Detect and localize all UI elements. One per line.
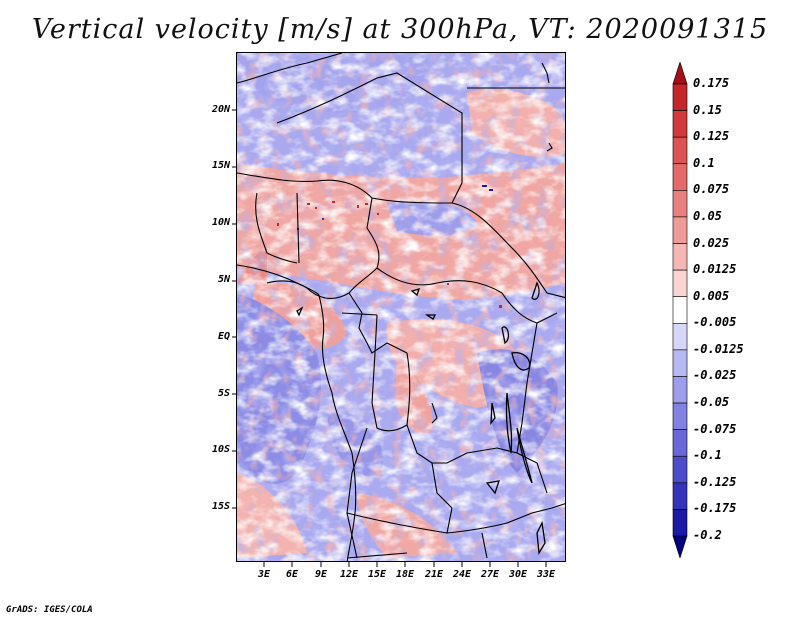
colorbar-segment bbox=[672, 349, 688, 377]
lat-label: 15S bbox=[211, 501, 230, 512]
lat-label: 5S bbox=[217, 388, 230, 399]
colorbar-label: -0.2 bbox=[693, 528, 722, 542]
lon-label: 3E bbox=[257, 569, 271, 580]
colorbar-label: -0.005 bbox=[693, 315, 737, 330]
lon-label: 21E bbox=[424, 569, 444, 580]
colorbar-label: -0.1 bbox=[693, 448, 722, 463]
convective-cells bbox=[277, 185, 502, 308]
lon-ticks bbox=[263, 562, 547, 567]
colorbar-label: -0.05 bbox=[693, 395, 730, 410]
lat-label: 5N bbox=[217, 274, 230, 285]
lon-label: 12E bbox=[339, 569, 359, 580]
colorbar-label: 0.05 bbox=[693, 208, 722, 223]
lon-label: 9E bbox=[314, 569, 328, 580]
colorbar-label: 0.125 bbox=[693, 129, 730, 144]
colorbar-segment bbox=[672, 482, 688, 510]
great-lakes bbox=[296, 281, 546, 556]
lat-label: 15N bbox=[211, 160, 230, 171]
lat-ticks bbox=[232, 109, 237, 509]
colorbar-label: 0.1 bbox=[693, 155, 715, 170]
colorbar-label: -0.125 bbox=[693, 474, 737, 489]
colorbar-label: -0.175 bbox=[693, 501, 737, 516]
colorbar-segment bbox=[672, 216, 688, 244]
field-texture-white bbox=[237, 53, 565, 561]
colorbar-top-arrow bbox=[672, 62, 688, 85]
colorbar-label: -0.025 bbox=[693, 368, 737, 383]
colorbar-label: 0.175 bbox=[693, 76, 730, 90]
lon-label: 30E bbox=[508, 569, 528, 580]
chart-title: Vertical velocity [m/s] at 300hPa, VT: 2… bbox=[31, 14, 769, 45]
lat-label: 20N bbox=[211, 104, 230, 115]
colorbar-label: 0.0125 bbox=[693, 262, 737, 277]
lon-label: 18E bbox=[395, 569, 415, 580]
lon-label: 27E bbox=[480, 569, 500, 580]
colorbar-segment bbox=[672, 455, 688, 484]
colorbar-segment bbox=[672, 190, 688, 218]
colorbar-segment bbox=[672, 296, 688, 324]
colorbar-segment bbox=[672, 376, 688, 404]
colorbar-segment bbox=[672, 509, 688, 537]
colorbar-bottom-arrow bbox=[672, 535, 688, 558]
lat-label: EQ bbox=[217, 331, 230, 342]
colorbar-label: 0.075 bbox=[693, 182, 730, 197]
vertical-velocity-map bbox=[236, 52, 566, 562]
colorbar-segment bbox=[672, 429, 688, 457]
grads-credit: GrADS: IGES/COLA bbox=[6, 605, 93, 615]
lat-label: 10S bbox=[211, 444, 230, 455]
colorbar-label: 0.005 bbox=[693, 288, 730, 303]
lat-label: 10N bbox=[211, 217, 230, 228]
colorbar bbox=[672, 62, 688, 558]
country-borders bbox=[237, 53, 565, 559]
colorbar-label: -0.075 bbox=[693, 421, 737, 436]
lon-label: 24E bbox=[452, 569, 472, 580]
lon-label: 33E bbox=[536, 569, 556, 580]
coastline bbox=[237, 62, 553, 561]
colorbar-segment bbox=[672, 136, 688, 165]
lon-label: 15E bbox=[367, 569, 387, 580]
colorbar-label: 0.15 bbox=[693, 102, 722, 117]
colorbar-segment bbox=[672, 243, 688, 271]
colorbar-segment bbox=[672, 163, 688, 191]
colorbar-segment bbox=[672, 110, 688, 138]
lon-label: 6E bbox=[285, 569, 299, 580]
map-canvas bbox=[237, 53, 565, 561]
colorbar-segment bbox=[672, 83, 688, 111]
colorbar-segment bbox=[672, 322, 688, 351]
colorbar-label: 0.025 bbox=[693, 235, 730, 250]
colorbar-label: -0.0125 bbox=[693, 341, 744, 356]
colorbar-segment bbox=[672, 269, 688, 298]
colorbar-segment bbox=[672, 402, 688, 430]
